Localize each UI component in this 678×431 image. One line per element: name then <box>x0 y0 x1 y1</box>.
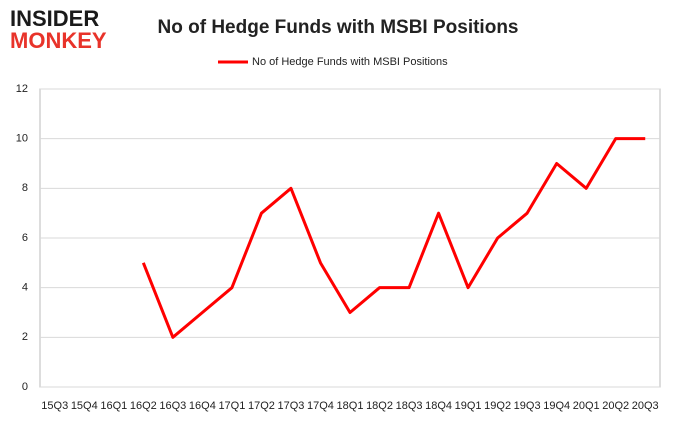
x-tick-label: 18Q1 <box>337 400 364 412</box>
x-tick-label: 17Q2 <box>248 400 275 412</box>
x-tick-label: 18Q3 <box>396 400 423 412</box>
x-tick-label: 18Q4 <box>425 400 452 412</box>
y-tick-label: 6 <box>22 232 28 244</box>
y-tick-label: 12 <box>16 83 28 95</box>
x-tick-label: 16Q3 <box>159 400 186 412</box>
x-tick-label: 20Q3 <box>632 400 659 412</box>
logo-bottom: MONKEY <box>10 28 107 53</box>
x-tick-label: 17Q3 <box>277 400 304 412</box>
x-tick-label: 19Q3 <box>514 400 541 412</box>
legend-label: No of Hedge Funds with MSBI Positions <box>252 56 448 68</box>
x-tick-label: 16Q2 <box>130 400 157 412</box>
x-tick-label: 15Q3 <box>41 400 68 412</box>
y-tick-label: 0 <box>22 381 28 393</box>
logo-top: INSIDER <box>10 6 99 31</box>
y-tick-label: 10 <box>16 133 28 145</box>
x-tick-label: 16Q4 <box>189 400 216 412</box>
x-tick-label: 15Q4 <box>71 400 98 412</box>
y-tick-label: 4 <box>22 282 28 294</box>
x-tick-label: 20Q2 <box>602 400 629 412</box>
x-tick-label: 17Q4 <box>307 400 334 412</box>
data-line <box>141 137 646 339</box>
x-tick-label: 18Q2 <box>366 400 393 412</box>
x-tick-label: 20Q1 <box>573 400 600 412</box>
x-tick-label: 16Q1 <box>100 400 127 412</box>
x-tick-label: 19Q4 <box>543 400 570 412</box>
y-tick-label: 8 <box>22 182 28 194</box>
x-tick-label: 17Q1 <box>218 400 245 412</box>
x-tick-label: 19Q1 <box>455 400 482 412</box>
chart-title: No of Hedge Funds with MSBI Positions <box>158 17 519 38</box>
x-tick-label: 19Q2 <box>484 400 511 412</box>
y-tick-label: 2 <box>22 331 28 343</box>
